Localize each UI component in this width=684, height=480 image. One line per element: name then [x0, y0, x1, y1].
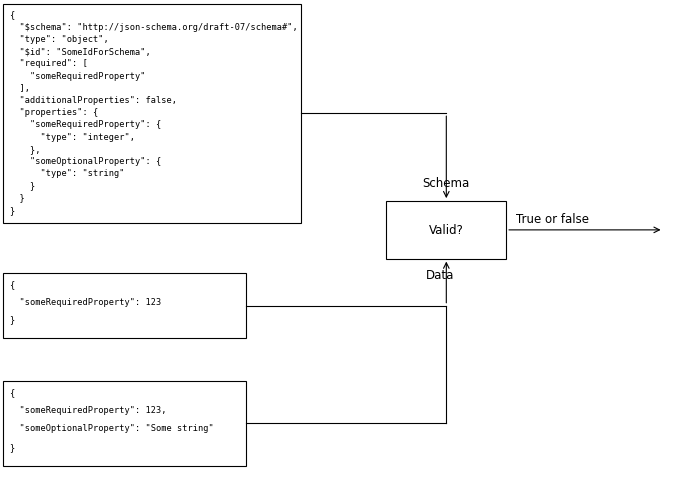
- Text: "someRequiredProperty": 123,: "someRequiredProperty": 123,: [9, 406, 166, 414]
- Bar: [3, 382, 246, 466]
- Text: "$schema": "http://json-schema.org/draft-07/schema#",: "$schema": "http://json-schema.org/draft…: [9, 23, 298, 32]
- Bar: [3, 274, 246, 338]
- Text: "someOptionalProperty": {: "someOptionalProperty": {: [9, 156, 161, 166]
- Text: "someRequiredProperty": {: "someRequiredProperty": {: [9, 120, 161, 129]
- Text: "type": "string": "type": "string": [9, 169, 124, 178]
- Text: True or false: True or false: [516, 213, 590, 226]
- Text: "type": "integer",: "type": "integer",: [9, 132, 135, 141]
- Bar: [3, 5, 301, 223]
- Bar: [386, 202, 506, 259]
- Text: }: }: [9, 442, 14, 451]
- Text: "someRequiredProperty": 123: "someRequiredProperty": 123: [9, 297, 161, 306]
- Text: "$id": "SomeIdForSchema",: "$id": "SomeIdForSchema",: [9, 47, 150, 56]
- Text: {: {: [9, 387, 14, 396]
- Text: Valid?: Valid?: [429, 224, 464, 237]
- Text: {: {: [9, 279, 14, 288]
- Text: "additionalProperties": false,: "additionalProperties": false,: [9, 96, 177, 105]
- Text: Data: Data: [425, 269, 454, 282]
- Text: Schema: Schema: [422, 177, 470, 190]
- Text: "properties": {: "properties": {: [9, 108, 98, 117]
- Text: },: },: [9, 144, 40, 154]
- Text: "someOptionalProperty": "Some string": "someOptionalProperty": "Some string": [9, 424, 213, 432]
- Text: }: }: [9, 193, 25, 202]
- Text: }: }: [9, 315, 14, 324]
- Text: "required": [: "required": [: [9, 59, 88, 68]
- Text: "someRequiredProperty": "someRequiredProperty": [9, 72, 146, 80]
- Text: {: {: [9, 11, 14, 20]
- Text: }: }: [9, 205, 14, 214]
- Text: }: }: [9, 181, 35, 190]
- Text: "type": "object",: "type": "object",: [9, 35, 109, 44]
- Text: ],: ],: [9, 84, 30, 93]
